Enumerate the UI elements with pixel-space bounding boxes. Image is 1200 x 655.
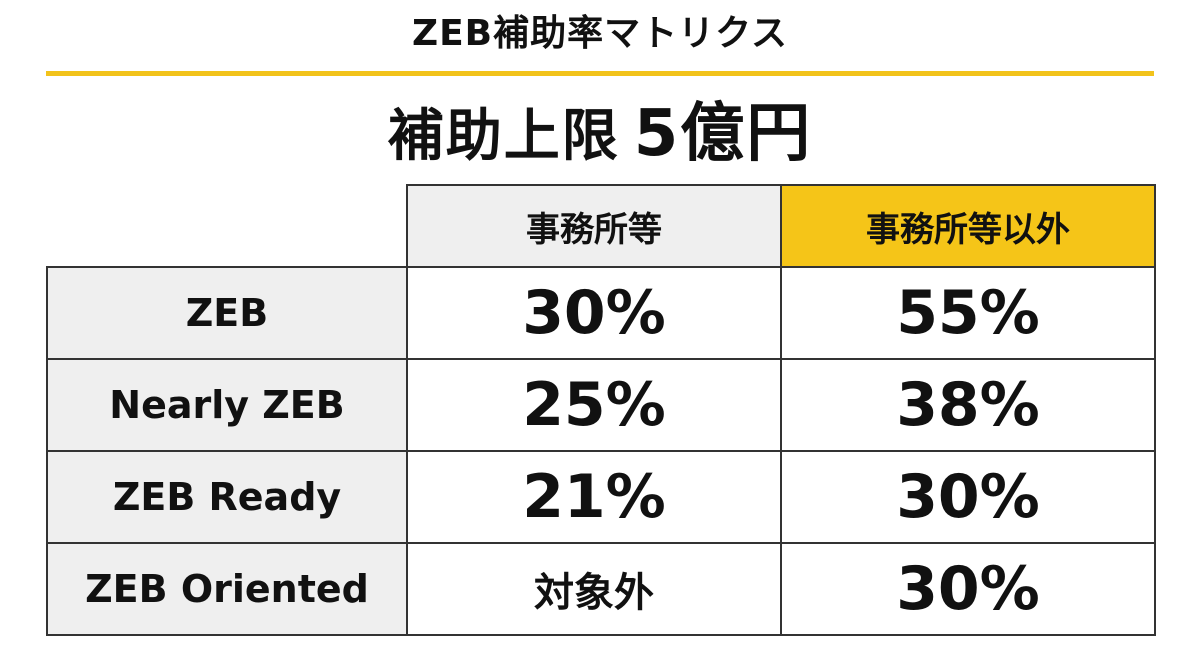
rate-zeb-office: 30% — [406, 266, 782, 360]
rate-nearly-zeb-office: 25% — [406, 358, 782, 452]
column-header-non-office: 事務所等以外 — [780, 184, 1156, 268]
rate-zeb-oriented-non-office: 30% — [780, 542, 1156, 636]
row-label-zeb-oriented: ZEB Oriented — [46, 542, 408, 636]
rate-zeb-oriented-office: 対象外 — [406, 542, 782, 636]
subsidy-limit-label: 補助上限 — [387, 104, 620, 169]
page-title: ZEB補助率マトリクス — [411, 13, 789, 54]
rate-zeb-ready-office: 21% — [406, 450, 782, 544]
subsidy-limit-value: 5億円 — [633, 97, 813, 171]
row-label-zeb-ready: ZEB Ready — [46, 450, 408, 544]
subsidy-limit: 補助上限 5億円 — [0, 96, 1200, 175]
row-label-nearly-zeb: Nearly ZEB — [46, 358, 408, 452]
row-label-zeb: ZEB — [46, 266, 408, 360]
rate-zeb-non-office: 55% — [780, 266, 1156, 360]
rate-nearly-zeb-non-office: 38% — [780, 358, 1156, 452]
rate-zeb-ready-non-office: 30% — [780, 450, 1156, 544]
title-underline — [46, 71, 1154, 76]
column-header-office: 事務所等 — [406, 184, 782, 268]
